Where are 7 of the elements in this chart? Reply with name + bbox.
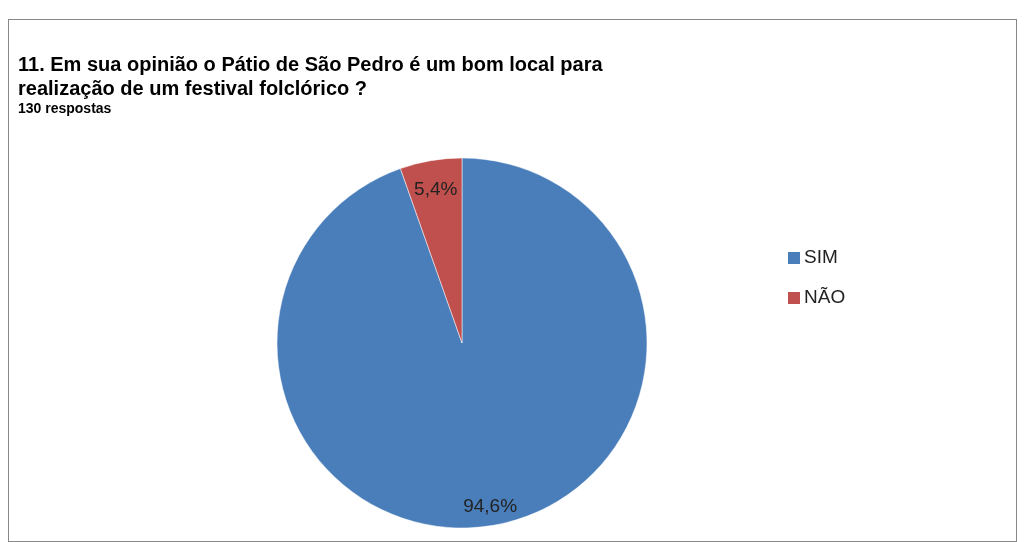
- text: 130 respostas: [18, 100, 112, 116]
- data-label: 5,4%: [414, 177, 458, 199]
- legend-label: SIM: [804, 246, 838, 268]
- data-label: 94,6%: [463, 495, 518, 517]
- legend-label: NÃO: [804, 286, 846, 308]
- pie-slice: [277, 157, 648, 529]
- chart-title: 11. Em sua opinião o Pátio de São Pedro é um bom local para realização de um festival folclórico ?: [18, 53, 604, 99]
